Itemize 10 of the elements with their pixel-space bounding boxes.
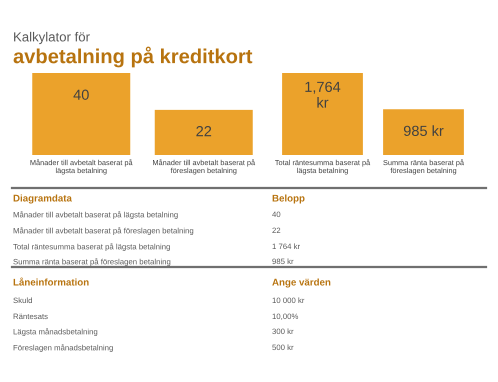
data-label: 40 [73,90,89,100]
text: Belopp [272,194,305,204]
text: Ange värden [272,278,330,288]
chart-subtitle: avbetalning på kreditkort [14,46,252,68]
text: Låneinformation [14,278,89,286]
data-label: 985 kr [404,125,444,136]
text: Diagramdata [14,194,72,204]
data-label: 22 [196,126,212,136]
chart-title: Kalkylator för [14,32,90,44]
data-label: 1,764 kr [305,82,340,108]
